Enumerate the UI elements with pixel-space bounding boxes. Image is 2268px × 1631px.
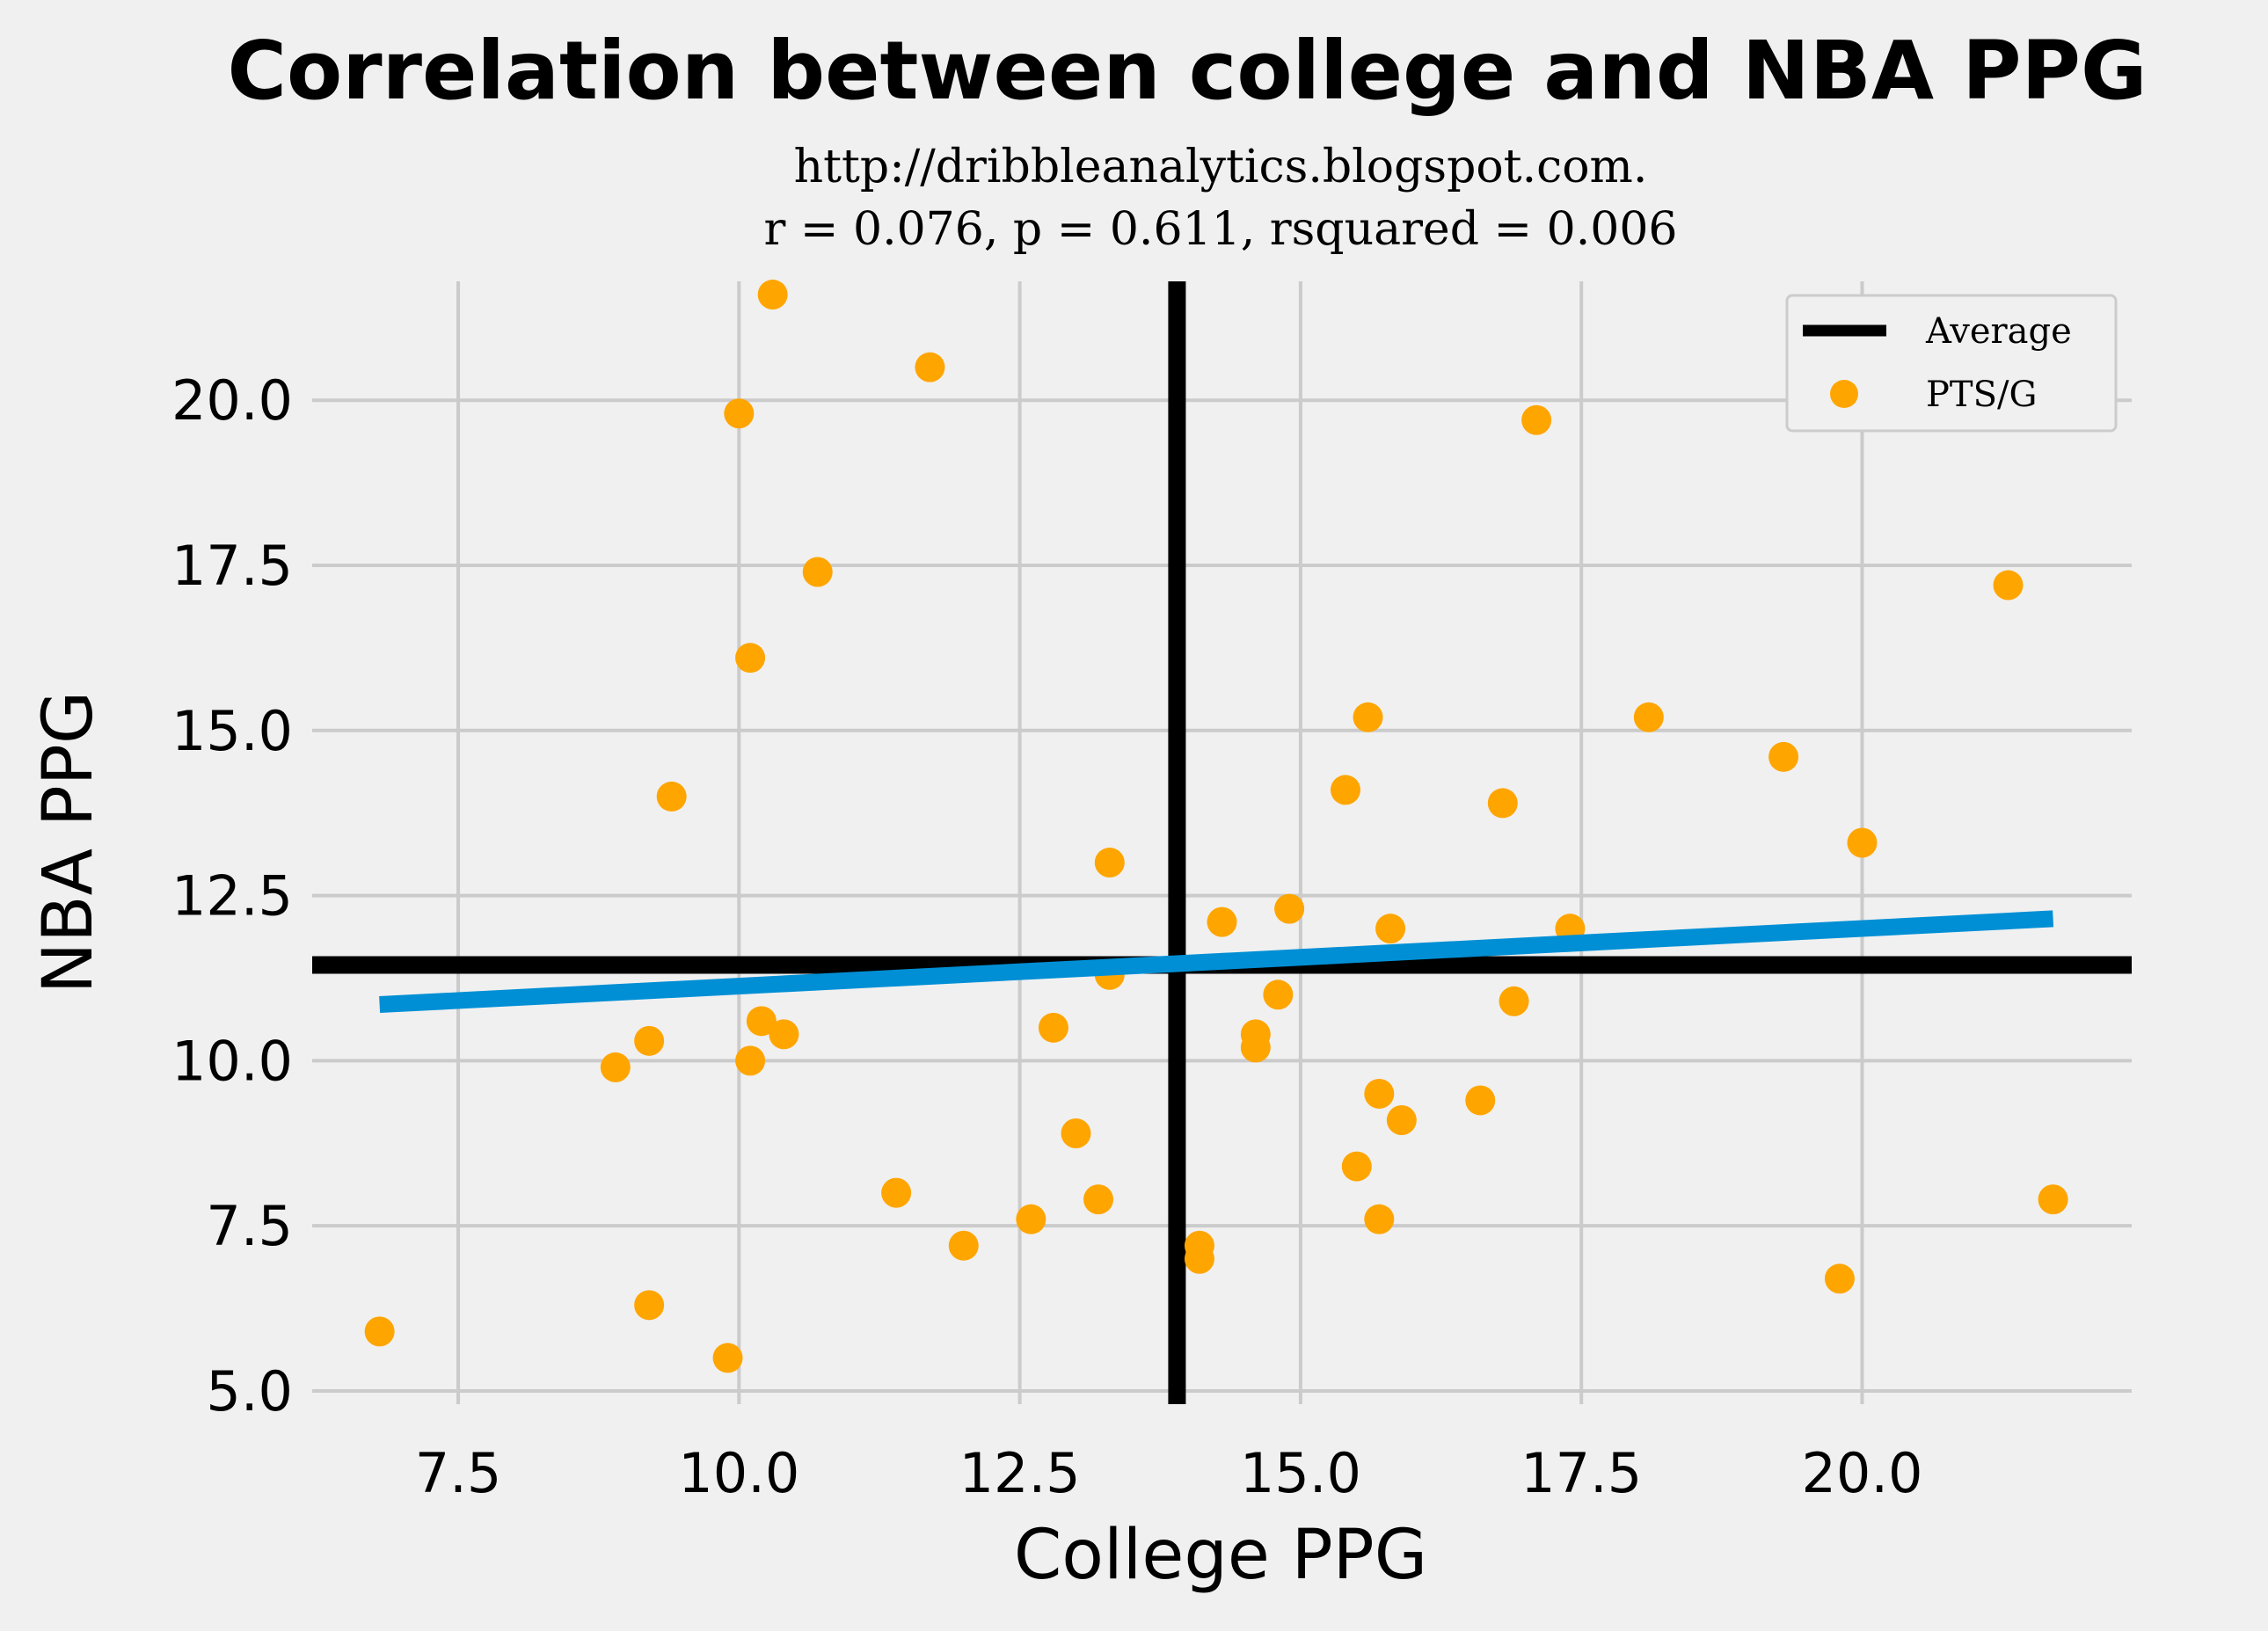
chart-subtitle-line-2: r = 0.076, p = 0.611, rsquared = 0.006 bbox=[764, 203, 1678, 256]
x-axis-label: College PPG bbox=[1014, 1516, 1427, 1595]
data-point bbox=[1016, 1204, 1046, 1234]
data-point bbox=[1038, 1012, 1068, 1043]
x-tick-label: 7.5 bbox=[415, 1441, 502, 1505]
data-point bbox=[364, 1316, 395, 1347]
data-point bbox=[1207, 907, 1237, 937]
data-point bbox=[1847, 827, 1878, 858]
legend: Average PTS/G bbox=[1785, 294, 2118, 433]
y-tick-label: 7.5 bbox=[206, 1194, 293, 1258]
data-point bbox=[881, 1177, 912, 1208]
data-point bbox=[1330, 775, 1360, 805]
data-point bbox=[1061, 1118, 1091, 1149]
legend-pts-marker bbox=[1830, 380, 1858, 408]
legend-pts-label: PTS/G bbox=[1926, 375, 2037, 415]
x-tick-label: 17.5 bbox=[1521, 1441, 1642, 1505]
data-point bbox=[757, 280, 788, 310]
data-point bbox=[1094, 848, 1125, 878]
data-point bbox=[634, 1025, 665, 1056]
data-point bbox=[2038, 1184, 2068, 1215]
legend-average-label: Average bbox=[1925, 311, 2072, 352]
data-point bbox=[948, 1230, 979, 1261]
data-point bbox=[1240, 1032, 1271, 1063]
data-point bbox=[1993, 570, 2024, 601]
x-tick-label: 10.0 bbox=[678, 1441, 799, 1505]
chart-title: Correlation between college and NBA PPG bbox=[228, 24, 2148, 118]
y-tick-label: 12.5 bbox=[171, 864, 293, 928]
data-point bbox=[1184, 1243, 1214, 1274]
x-tick-label: 15.0 bbox=[1240, 1441, 1361, 1505]
data-point bbox=[1465, 1085, 1496, 1116]
data-point bbox=[1499, 986, 1529, 1016]
data-point bbox=[1487, 788, 1518, 819]
data-point bbox=[1364, 1078, 1395, 1109]
y-tick-labels: 5.0 7.5 10.0 12.5 15.0 17.5 20.0 bbox=[171, 368, 293, 1423]
data-point bbox=[1521, 404, 1552, 435]
chart-subtitle-line-1: http://dribbleanalytics.blogspot.com. bbox=[794, 141, 1648, 193]
data-point bbox=[746, 1006, 777, 1037]
data-point bbox=[1083, 1184, 1114, 1215]
data-point bbox=[1386, 1104, 1417, 1135]
data-point bbox=[656, 781, 687, 812]
data-point bbox=[735, 1045, 766, 1076]
y-tick-label: 17.5 bbox=[171, 534, 293, 598]
data-point bbox=[802, 557, 833, 587]
data-point bbox=[1364, 1204, 1395, 1234]
data-point bbox=[1353, 702, 1383, 732]
y-axis-label: NBA PPG bbox=[29, 691, 108, 994]
trend-line-group bbox=[379, 910, 2054, 1014]
data-point bbox=[1768, 741, 1799, 772]
data-point bbox=[600, 1052, 631, 1082]
data-point bbox=[1274, 893, 1305, 924]
data-point bbox=[1375, 914, 1406, 944]
data-point bbox=[915, 352, 945, 382]
data-point bbox=[1263, 979, 1294, 1010]
trend-line bbox=[379, 910, 2054, 1014]
y-tick-label: 5.0 bbox=[206, 1359, 293, 1423]
x-tick-labels: 7.5 10.0 12.5 15.0 17.5 20.0 bbox=[415, 1441, 1923, 1505]
data-points bbox=[364, 280, 2068, 1373]
y-tick-label: 15.0 bbox=[171, 699, 293, 763]
y-tick-label: 10.0 bbox=[171, 1029, 293, 1093]
data-point bbox=[1824, 1263, 1855, 1294]
data-point bbox=[724, 398, 755, 429]
data-point bbox=[712, 1343, 743, 1373]
data-point bbox=[1341, 1151, 1372, 1182]
data-point bbox=[735, 643, 766, 674]
y-tick-label: 20.0 bbox=[171, 368, 293, 433]
x-tick-label: 12.5 bbox=[959, 1441, 1081, 1505]
data-point bbox=[634, 1290, 665, 1321]
data-point bbox=[1633, 702, 1664, 732]
data-point bbox=[769, 1019, 799, 1050]
x-tick-label: 20.0 bbox=[1801, 1441, 1922, 1505]
